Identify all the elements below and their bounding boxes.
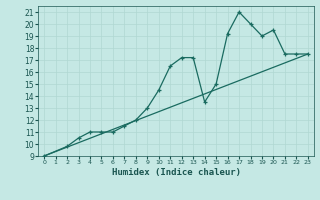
X-axis label: Humidex (Indice chaleur): Humidex (Indice chaleur) xyxy=(111,168,241,177)
